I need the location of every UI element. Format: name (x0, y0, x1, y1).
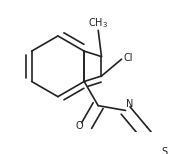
Text: O: O (76, 121, 83, 131)
Text: N: N (126, 99, 134, 109)
Text: CH$_3$: CH$_3$ (88, 16, 108, 30)
Text: S: S (161, 146, 167, 154)
Text: Cl: Cl (123, 53, 133, 63)
